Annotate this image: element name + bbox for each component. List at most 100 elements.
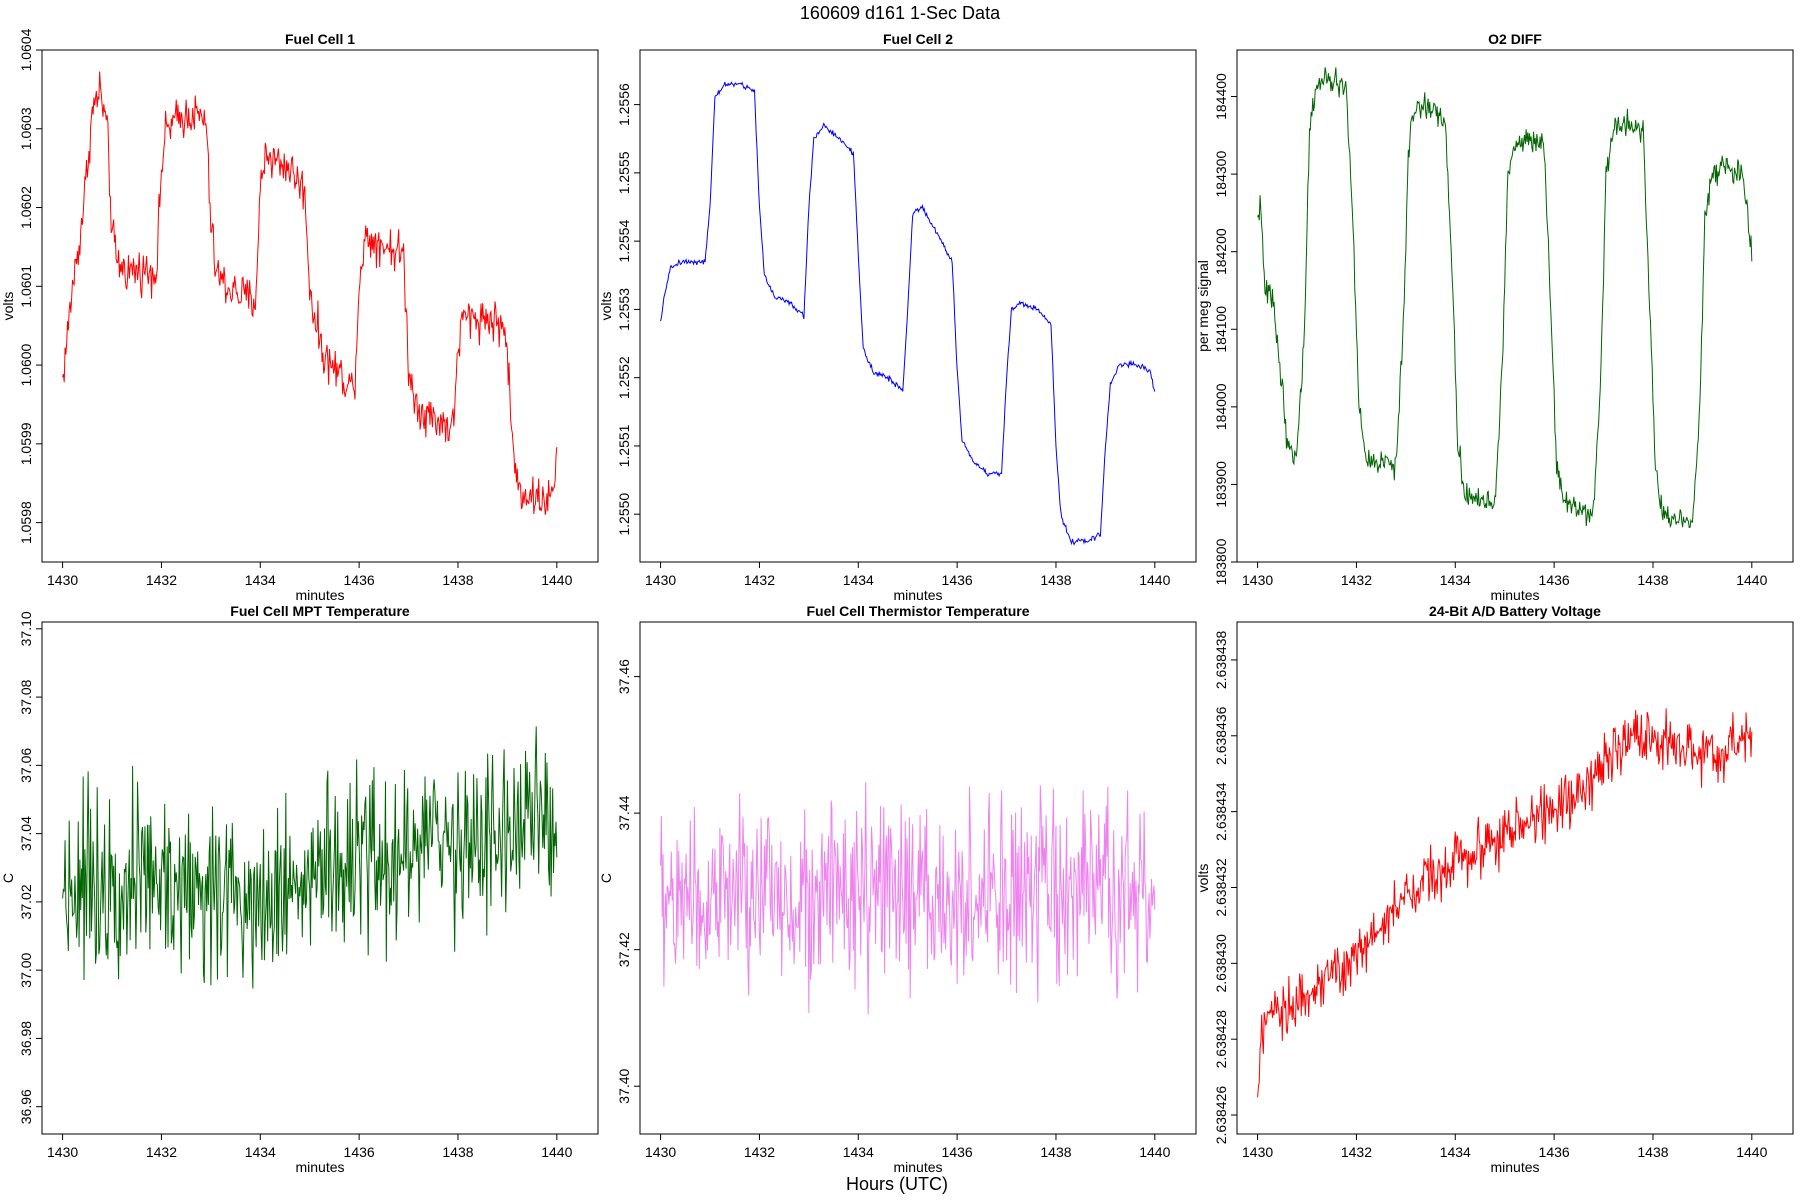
x-tick-label: 1440 <box>1736 1144 1767 1160</box>
y-axis-label: C <box>0 873 16 883</box>
chart-panel-o2-diff: O2 DIFF 1430 1432 1434 1436 1438 1440 minutes 18… <box>1195 31 1794 603</box>
y-tick-label: 37.44 <box>616 795 632 830</box>
y-tick-label: 37.42 <box>616 932 632 967</box>
series-line <box>62 71 558 515</box>
panel-title: Fuel Cell MPT Temperature <box>230 603 410 619</box>
x-tick-label: 1430 <box>47 1144 78 1160</box>
panel-title: Fuel Cell Thermistor Temperature <box>806 603 1029 619</box>
y-tick-label: 1.0598 <box>18 501 34 544</box>
x-tick-label: 1430 <box>1242 1144 1273 1160</box>
x-tick-label: 1432 <box>1341 572 1372 588</box>
y-tick-label: 2.638434 <box>1213 782 1229 841</box>
y-tick-label: 2.638438 <box>1213 631 1229 690</box>
x-tick-label: 1438 <box>442 572 473 588</box>
series-line <box>1257 67 1753 529</box>
x-tick-label: 1434 <box>1440 1144 1471 1160</box>
y-tick-label: 184200 <box>1213 228 1229 275</box>
x-tick-label: 1440 <box>541 1144 572 1160</box>
x-tick-label: 1436 <box>942 1144 973 1160</box>
plot-frame <box>41 621 599 1135</box>
y-tick-label: 1.2552 <box>616 356 632 399</box>
y-tick-label: 1.2550 <box>616 493 632 536</box>
y-tick-label: 1.0603 <box>18 107 34 150</box>
y-axis-label: per meg signal <box>1195 260 1211 352</box>
plot-grid: Fuel Cell 1 1430 1432 1434 1436 1438 1440 minut… <box>0 28 1794 1175</box>
y-tick-label: 1.0601 <box>18 265 34 308</box>
x-tick-label: 1434 <box>843 1144 874 1160</box>
y-tick-label: 1.2556 <box>616 83 632 126</box>
y-axis-label: C <box>598 873 614 883</box>
x-tick-label: 1432 <box>146 1144 177 1160</box>
plot-frame <box>639 621 1197 1135</box>
x-tick-label: 1436 <box>1539 1144 1570 1160</box>
y-tick-label: 37.00 <box>18 952 34 987</box>
y-tick-label: 1.0600 <box>18 343 34 386</box>
x-tick-label: 1434 <box>245 1144 276 1160</box>
y-tick-label: 1.2554 <box>616 220 632 263</box>
y-tick-label: 2.638432 <box>1213 858 1229 917</box>
x-tick-label: 1430 <box>1242 572 1273 588</box>
y-tick-label: 37.40 <box>616 1068 632 1103</box>
x-tick-label: 1436 <box>344 1144 375 1160</box>
panel-title: 24-Bit A/D Battery Voltage <box>1429 603 1601 619</box>
y-tick-label: 1.0599 <box>18 422 34 465</box>
figure-title: 160609 d161 1-Sec Data <box>800 3 1001 23</box>
y-tick-label: 183900 <box>1213 461 1229 508</box>
x-axis-label: minutes <box>893 587 942 603</box>
panel-title: Fuel Cell 2 <box>883 31 953 47</box>
y-tick-label: 1.0604 <box>18 28 34 71</box>
chart-panel-fuel-cell-2: Fuel Cell 2 1430 1432 1434 1436 1438 1440 minut… <box>598 31 1197 603</box>
x-tick-label: 1432 <box>744 572 775 588</box>
y-tick-label: 1.2555 <box>616 151 632 194</box>
y-tick-label: 2.638426 <box>1213 1086 1229 1145</box>
x-tick-label: 1438 <box>1637 572 1668 588</box>
y-tick-label: 1.2551 <box>616 424 632 467</box>
y-tick-label: 37.06 <box>18 748 34 783</box>
y-tick-label: 184100 <box>1213 306 1229 353</box>
y-tick-label: 1.0602 <box>18 186 34 229</box>
y-axis-label: volts <box>0 292 16 321</box>
y-axis-label: volts <box>598 292 614 321</box>
plot-frame <box>1236 621 1794 1135</box>
plot-frame <box>41 49 599 563</box>
x-tick-label: 1436 <box>1539 572 1570 588</box>
x-axis-label: minutes <box>1490 587 1539 603</box>
y-tick-label: 2.638430 <box>1213 934 1229 993</box>
x-axis-label: minutes <box>295 1159 344 1175</box>
x-tick-label: 1430 <box>645 1144 676 1160</box>
y-tick-label: 37.08 <box>18 679 34 714</box>
y-tick-label: 2.638428 <box>1213 1010 1229 1069</box>
y-tick-label: 37.04 <box>18 816 34 851</box>
panel-title: Fuel Cell 1 <box>285 31 355 47</box>
x-tick-label: 1438 <box>1040 572 1071 588</box>
x-tick-label: 1440 <box>1139 1144 1170 1160</box>
x-tick-label: 1434 <box>1440 572 1471 588</box>
x-tick-label: 1434 <box>843 572 874 588</box>
series-line <box>660 782 1156 1015</box>
y-tick-label: 184000 <box>1213 383 1229 430</box>
series-line <box>1257 708 1753 1098</box>
x-tick-label: 1436 <box>942 572 973 588</box>
x-axis-label: minutes <box>295 587 344 603</box>
x-tick-label: 1440 <box>1736 572 1767 588</box>
x-axis-label: minutes <box>893 1159 942 1175</box>
y-tick-label: 183800 <box>1213 538 1229 585</box>
y-tick-label: 2.638436 <box>1213 706 1229 765</box>
y-tick-label: 184400 <box>1213 73 1229 120</box>
x-tick-label: 1430 <box>47 572 78 588</box>
x-tick-label: 1436 <box>344 572 375 588</box>
x-tick-label: 1440 <box>1139 572 1170 588</box>
series-line <box>62 726 558 989</box>
y-tick-label: 36.96 <box>18 1089 34 1124</box>
x-tick-label: 1430 <box>645 572 676 588</box>
x-tick-label: 1432 <box>1341 1144 1372 1160</box>
chart-panel-fuel-cell-thermistor-temperature: Fuel Cell Thermistor Temperature 1430 1432… <box>598 603 1197 1175</box>
y-tick-label: 184300 <box>1213 151 1229 198</box>
x-axis-label: minutes <box>1490 1159 1539 1175</box>
y-tick-label: 37.02 <box>18 884 34 919</box>
y-tick-label: 1.2553 <box>616 288 632 331</box>
x-tick-label: 1432 <box>744 1144 775 1160</box>
series-line <box>660 81 1156 546</box>
y-tick-label: 36.98 <box>18 1021 34 1056</box>
